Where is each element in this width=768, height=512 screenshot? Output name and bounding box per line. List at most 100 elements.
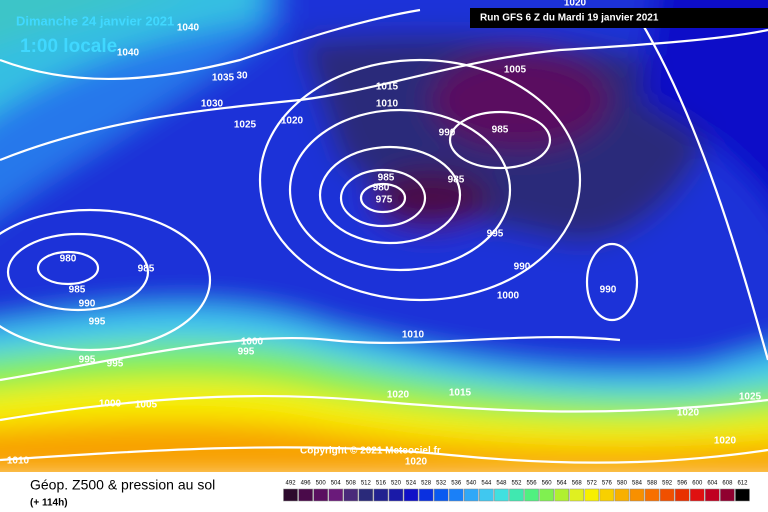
- isobar-label: 985: [378, 173, 395, 184]
- isobar-label: 1010: [376, 99, 399, 110]
- legend-label: 560: [542, 481, 553, 487]
- legend-swatch: [674, 488, 690, 502]
- isobar-label: 1020: [387, 390, 410, 401]
- legend: 492 496 500 504 508 512 516 520 524 528 532 536 540 5…: [283, 481, 750, 502]
- legend-swatch: [388, 488, 404, 502]
- isobar-label: 1025: [739, 392, 762, 403]
- isobar-label: 985: [69, 285, 86, 296]
- isobar-label: 1025: [234, 120, 257, 131]
- legend-label: 548: [496, 481, 507, 487]
- legend-swatch: [554, 488, 569, 502]
- run-info: Run GFS 6 Z du Mardi 19 janvier 2021: [480, 13, 659, 24]
- legend-swatch: [509, 488, 524, 502]
- isobar-label: 975: [376, 195, 393, 206]
- legend-swatch: [328, 488, 344, 502]
- isobar-label: 990: [514, 262, 531, 273]
- legend-swatch: [689, 488, 705, 502]
- legend-swatch: [358, 488, 374, 502]
- legend-label: 524: [406, 481, 417, 487]
- legend-swatch: [614, 488, 630, 502]
- isobar-label: 985: [138, 264, 155, 275]
- legend-label: 516: [376, 481, 387, 487]
- legend-swatch: [403, 488, 419, 502]
- legend-label: 572: [587, 481, 598, 487]
- copyright: Copyright © 2021 Meteociel.fr: [300, 446, 441, 457]
- legend-label: 604: [707, 481, 718, 487]
- legend-swatch: [313, 488, 328, 502]
- forecast-date: Dimanche 24 janvier 2021: [16, 13, 174, 28]
- legend-label: 536: [451, 481, 462, 487]
- isobar-label: 1030: [201, 99, 224, 110]
- forecast-time: 1:00 locale: [20, 36, 117, 57]
- isobar-label: 990: [79, 299, 96, 310]
- legend-label: 556: [527, 481, 538, 487]
- legend-swatch: [644, 488, 660, 502]
- legend-label: 612: [737, 481, 748, 487]
- legend-label: 544: [481, 481, 492, 487]
- legend-label: 492: [286, 481, 297, 487]
- isobar-label: 1000: [241, 337, 264, 348]
- legend-swatch: [584, 488, 600, 502]
- legend-swatch: [298, 488, 313, 502]
- isobar-label: 1010: [402, 330, 425, 341]
- legend-label: 552: [511, 481, 522, 487]
- isobar-label: 990: [600, 285, 617, 296]
- isobar-label: 1015: [449, 388, 472, 399]
- legend-label: 496: [301, 481, 312, 487]
- isobar-label: 995: [79, 355, 96, 366]
- footer-subtitle: (+ 114h): [30, 498, 68, 509]
- legend-label: 528: [421, 481, 432, 487]
- isobar-label: 1000: [99, 399, 122, 410]
- legend-label: 576: [602, 481, 613, 487]
- legend-label: 592: [662, 481, 673, 487]
- isobar-label: 995: [89, 317, 106, 328]
- legend-swatch: [448, 488, 464, 502]
- legend-label: 508: [346, 481, 357, 487]
- isobar-label: 990: [439, 128, 456, 139]
- legend-swatch: [418, 488, 434, 502]
- isobar-label: 1015: [376, 82, 399, 93]
- isobar-label: 1010: [7, 456, 30, 467]
- isobar-label: 1020: [564, 0, 587, 9]
- legend-swatch: [539, 488, 554, 502]
- isobar-label: 1005: [504, 65, 527, 76]
- legend-swatch: [433, 488, 449, 502]
- legend-swatch: [479, 488, 494, 502]
- legend-swatch: [343, 488, 359, 502]
- legend-label: 504: [331, 481, 342, 487]
- isobar-label: 995: [487, 229, 504, 240]
- legend-label: 520: [391, 481, 402, 487]
- isobar-label: 30: [236, 71, 248, 82]
- geopotential-field: [0, 0, 768, 480]
- isobar-label: 985: [448, 175, 465, 186]
- legend-swatch: [569, 488, 585, 502]
- legend-label: 600: [692, 481, 703, 487]
- isobar-label: 1005: [135, 400, 158, 411]
- isobar-label: 1020: [677, 408, 700, 419]
- legend-swatch: [494, 488, 509, 502]
- legend-label: 500: [316, 481, 327, 487]
- legend-swatch: [659, 488, 675, 502]
- isobar-label: 995: [238, 347, 255, 358]
- isobar-label: 1020: [405, 457, 428, 468]
- legend-label: 584: [632, 481, 643, 487]
- legend-swatch: [705, 488, 720, 502]
- legend-label: 608: [722, 481, 733, 487]
- isobar-label: 1035: [212, 73, 235, 84]
- isobar-label: 1020: [281, 116, 304, 127]
- isobars: [0, 8, 768, 464]
- legend-label: 564: [557, 481, 568, 487]
- isobar-label: 980: [373, 183, 390, 194]
- legend-swatch: [735, 488, 750, 502]
- legend-label: 540: [466, 481, 477, 487]
- legend-label: 568: [572, 481, 583, 487]
- isobar-label: 1000: [497, 291, 520, 302]
- legend-label: 596: [677, 481, 688, 487]
- legend-swatch: [464, 488, 479, 502]
- isobar-label: 1020: [714, 436, 737, 447]
- isobar-label: 1040: [117, 48, 140, 59]
- legend-swatch: [629, 488, 645, 502]
- legend-label: 512: [361, 481, 372, 487]
